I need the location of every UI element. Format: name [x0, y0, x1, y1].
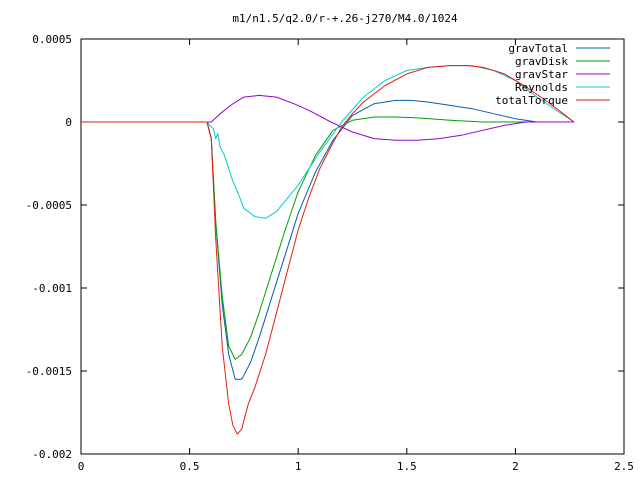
x-tick-label: 2.5 [614, 460, 634, 473]
legend-label-totaltorque: totalTorque [495, 94, 568, 107]
series-line-reynolds [81, 65, 575, 219]
legend-label-gravstar: gravStar [515, 68, 568, 81]
plot-frame [80, 38, 625, 455]
y-tick-label: -0.0015 [26, 365, 72, 378]
y-tick-label: -0.002 [32, 448, 72, 461]
x-tick-label: 0.5 [180, 460, 200, 473]
legend-label-reynolds: Reynolds [515, 81, 568, 94]
series-line-totaltorque [81, 65, 575, 435]
y-tick-label: -0.0005 [26, 199, 72, 212]
chart-title: m1/n1.5/q2.0/r-+.26-j270/M4.0/1024 [232, 12, 458, 25]
y-tick-label: -0.001 [32, 282, 72, 295]
y-tick-label: 0 [65, 116, 72, 129]
series-line-gravdisk [81, 116, 574, 360]
legend-label-gravtotal: gravTotal [508, 42, 568, 55]
x-tick-label: 1 [295, 460, 302, 473]
series-line-gravtotal [81, 99, 574, 380]
x-tick-label: 1.5 [397, 460, 417, 473]
y-tick-label: 0.0005 [32, 33, 72, 46]
x-tick-label: 0 [78, 460, 85, 473]
x-tick-label: 2 [512, 460, 519, 473]
legend-label-gravdisk: gravDisk [515, 55, 568, 68]
